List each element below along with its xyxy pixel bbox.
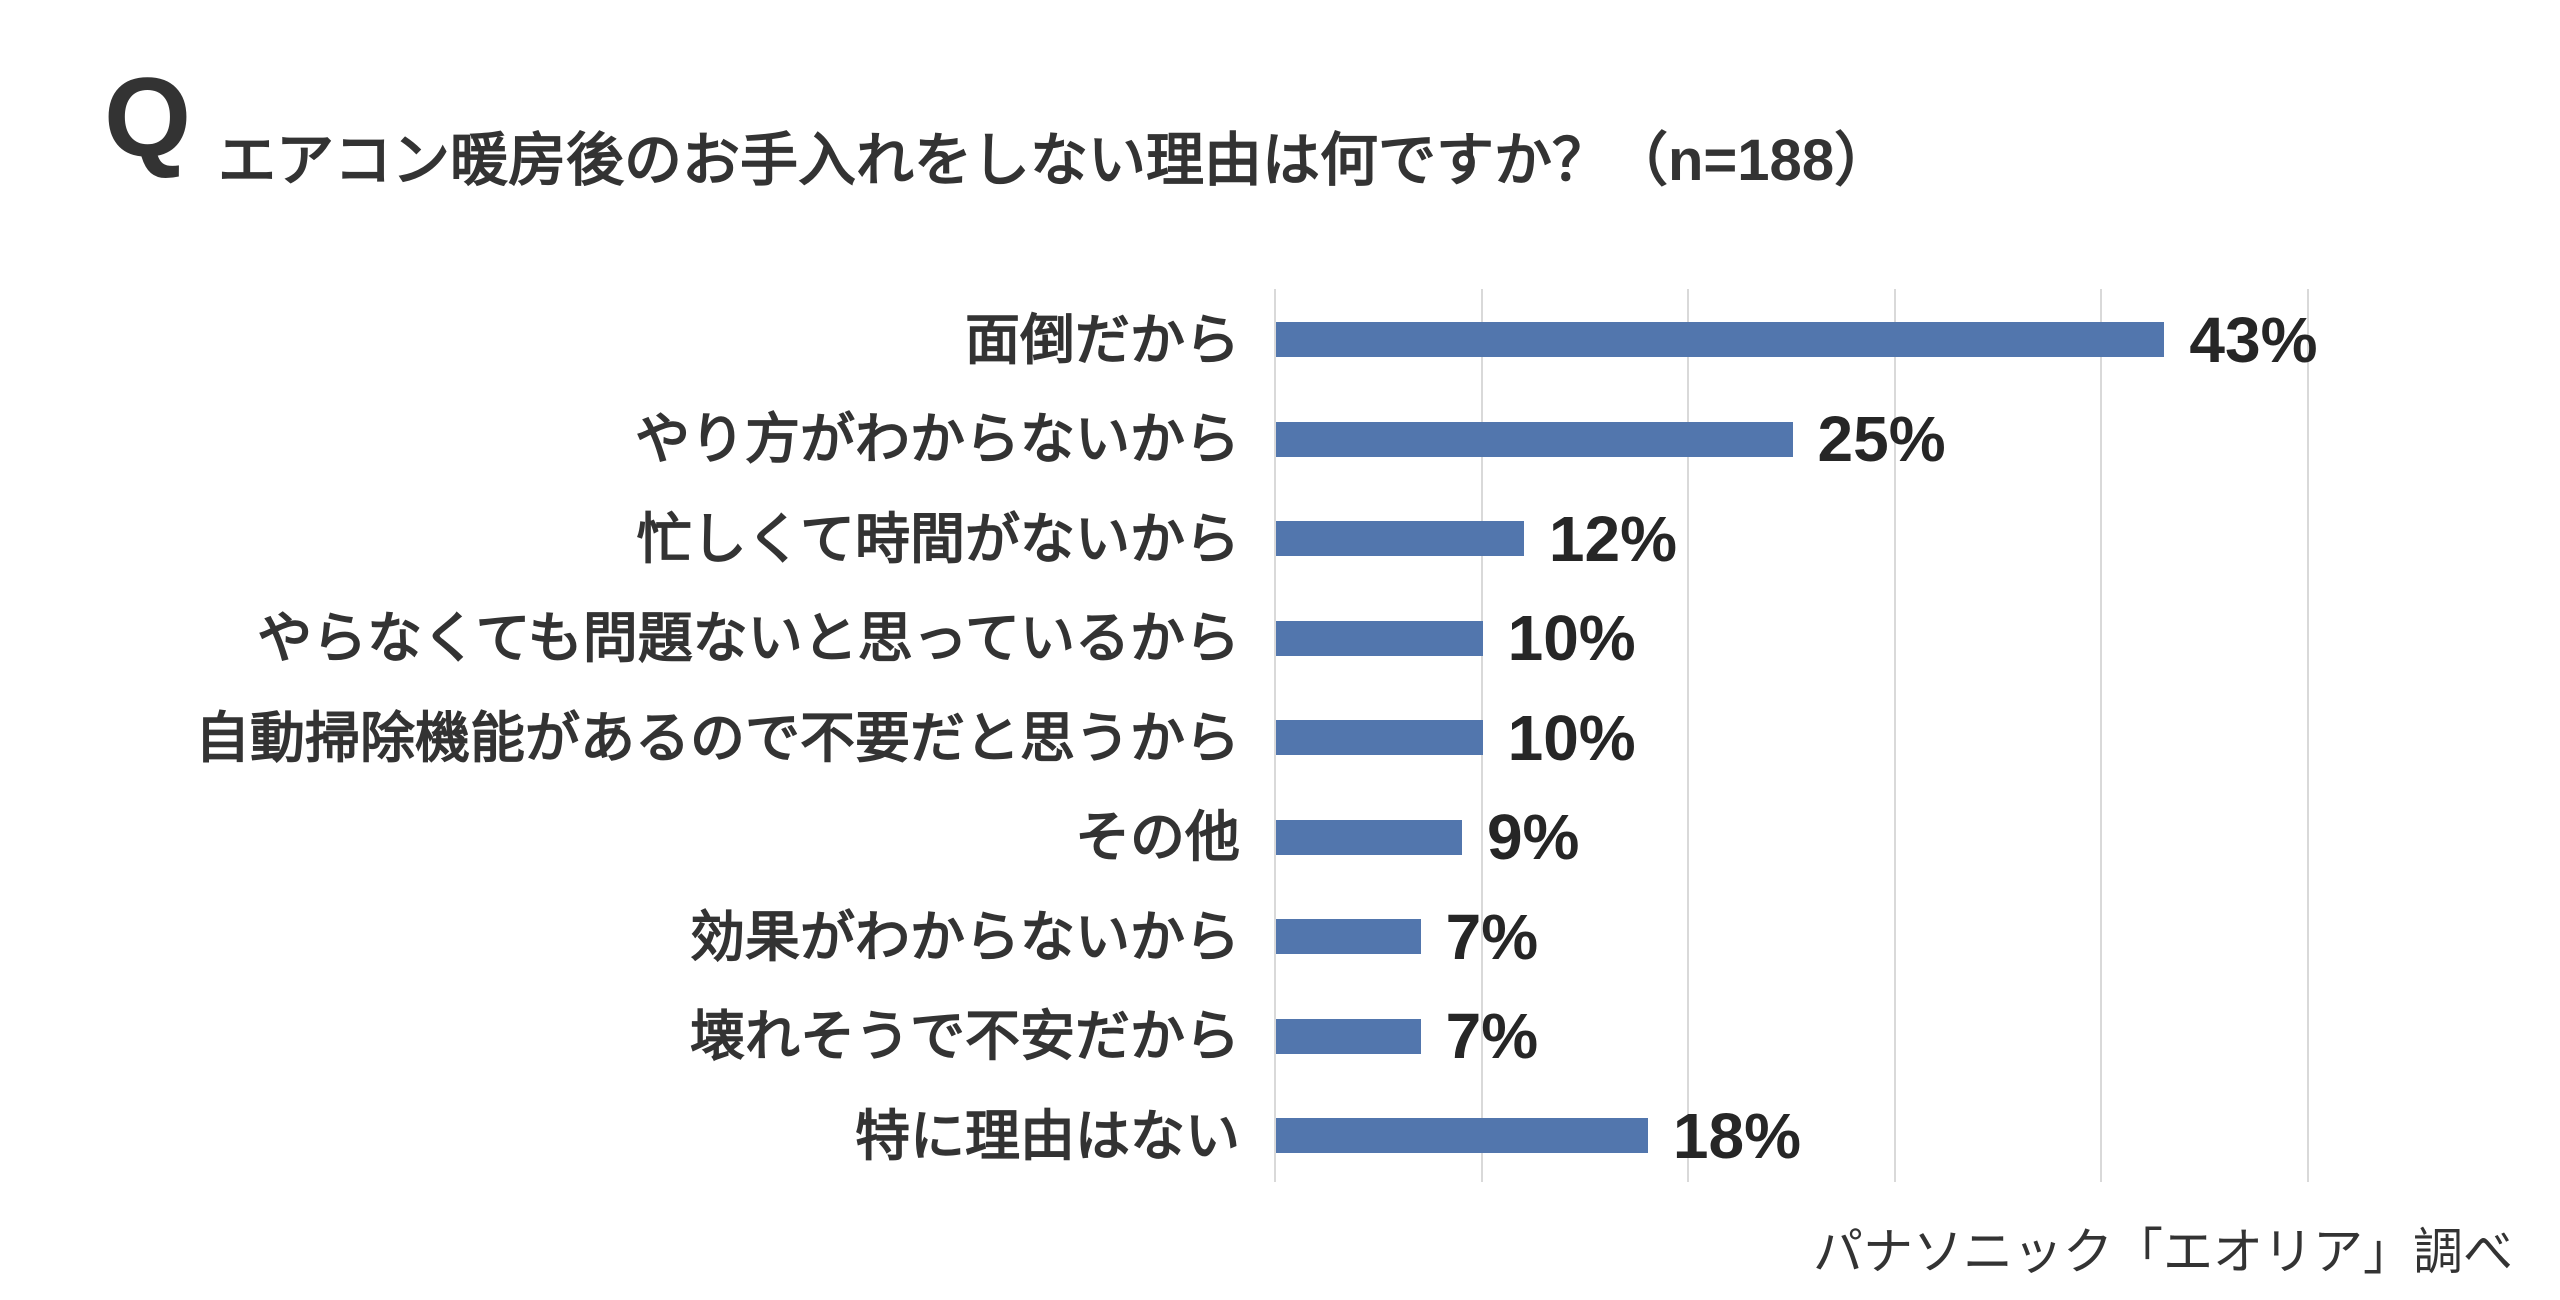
category-label: やらなくても問題ないと思っているから	[257, 607, 1240, 669]
source-credit: パナソニック「エオリア」調べ	[1813, 1224, 2513, 1280]
bar	[1276, 521, 1524, 556]
value-label: 7%	[1445, 900, 1539, 973]
value-label: 10%	[1507, 602, 1636, 674]
value-label: 7%	[1445, 1000, 1539, 1072]
bar	[1276, 1118, 1648, 1153]
gridline-20pct	[1687, 289, 1690, 1182]
category-label: 効果がわからないから	[689, 905, 1240, 968]
bar	[1276, 421, 1793, 457]
gridline-40pct	[2100, 289, 2103, 1182]
category-label: 面倒だから	[964, 308, 1240, 371]
category-label: やり方がわからないから	[634, 408, 1240, 470]
value-label: 43%	[2189, 303, 2318, 376]
category-label: 特に理由はない	[854, 1104, 1240, 1167]
category-label: その他	[1074, 806, 1240, 868]
category-label: 忙しくて時間がないから	[636, 507, 1240, 570]
gridline-0pct	[1274, 289, 1276, 1182]
category-label: 壊れそうで不安だから	[689, 1005, 1240, 1067]
bar	[1276, 819, 1462, 855]
value-label: 18%	[1672, 1099, 1801, 1172]
question-badge: Q	[104, 55, 192, 180]
category-label: 自動掃除機能があるので不要だと思うから	[194, 706, 1240, 769]
bar	[1276, 322, 2165, 357]
chart-title: エアコン暖房後のお手入れをしない理由は何ですか？（n=188）	[218, 128, 1893, 193]
value-label: 9%	[1486, 801, 1580, 873]
value-label: 25%	[1817, 403, 1946, 475]
bar	[1276, 720, 1483, 755]
bar	[1276, 919, 1421, 954]
gridline-30pct	[1893, 289, 1896, 1182]
gridline-50pct	[2307, 289, 2309, 1182]
bar	[1276, 620, 1483, 656]
value-label: 10%	[1507, 701, 1636, 774]
bar	[1276, 1018, 1421, 1054]
value-label: 12%	[1548, 502, 1677, 575]
